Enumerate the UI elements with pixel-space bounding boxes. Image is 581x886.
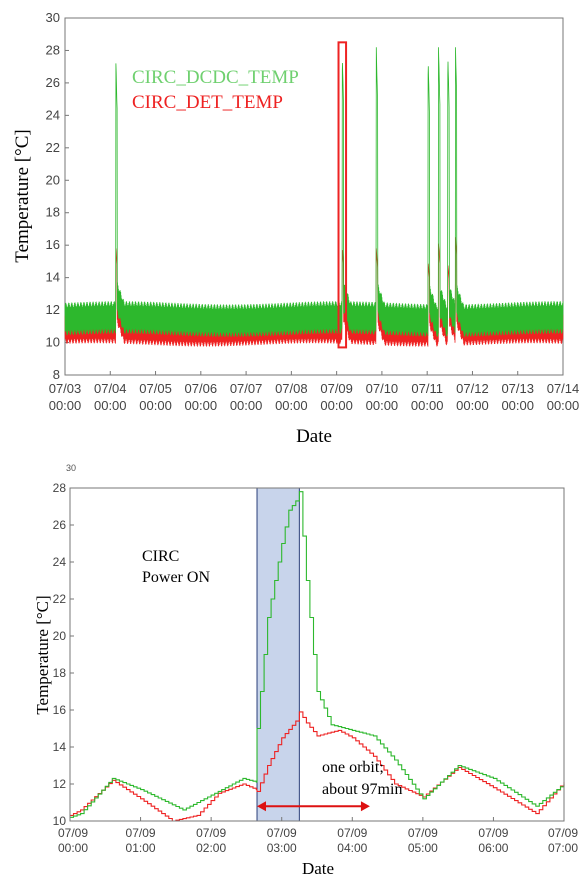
orbit-arrow-head-right: [360, 801, 370, 812]
cropped-tick-fragment: 30: [66, 463, 76, 473]
top-x-tick-label: 00:00: [185, 398, 218, 413]
orbit-arrow: [257, 801, 370, 812]
bottom-x-tick-label: 05:00: [408, 841, 438, 855]
top-x-tick-label: 00:00: [320, 398, 353, 413]
bottom-y-tick-label: 22: [53, 592, 67, 606]
top-x-tick-label: 00:00: [275, 398, 308, 413]
top-x-tick-label: 07/10: [366, 381, 399, 396]
bottom-y-tick-label: 20: [53, 629, 67, 643]
bottom-x-tick-label: 07/09: [548, 826, 578, 840]
top-y-tick-label: 16: [46, 237, 60, 252]
top-x-tick-label: 00:00: [501, 398, 534, 413]
top-x-tick-label: 00:00: [94, 398, 127, 413]
series-line-circ-dcdc-temp: [64, 47, 564, 337]
top-x-tick-label: 07/09: [320, 381, 353, 396]
series-line-circ-det-temp-zoom: [70, 711, 565, 822]
power-on-window: [256, 487, 300, 822]
top-y-tick-label: 28: [46, 42, 60, 57]
top-x-tick-label: 00:00: [547, 398, 580, 413]
bottom-plot-frame: [69, 487, 565, 822]
top-x-tick-label: 00:00: [411, 398, 444, 413]
series-line-circ-dcdc-temp-zoom: [70, 491, 565, 818]
top-plot-frame: [64, 17, 564, 376]
legend-circ-dcdc-temp: CIRC_DCDC_TEMP: [132, 67, 299, 88]
bottom-series: [70, 491, 565, 822]
bottom-y-tick-label: 28: [53, 481, 67, 495]
top-x-tick-label: 00:00: [456, 398, 489, 413]
bottom-y-tick-label: 26: [53, 518, 67, 532]
top-x-ticks: 07/03 00:00 07/04 00:00 07/05 00:00 07/06 00:00…: [49, 371, 580, 413]
top-y-tick-label: 26: [46, 75, 60, 90]
top-y-tick-label: 20: [46, 172, 60, 187]
top-x-axis-label: Date: [296, 426, 332, 447]
bottom-x-tick-label: 07/09: [478, 826, 508, 840]
top-x-tick-label: 00:00: [139, 398, 172, 413]
bottom-y-tick-label: 18: [53, 666, 67, 680]
top-y-tick-label: 8: [53, 367, 60, 382]
bottom-y-ticks: 10 12 14 16 18 20 22 24 26 28: [53, 481, 74, 828]
top-x-tick-label: 07/06: [185, 381, 218, 396]
bottom-y-tick-label: 14: [53, 740, 67, 754]
top-x-tick-label: 00:00: [230, 398, 263, 413]
bottom-x-tick-label: 07/09: [126, 826, 156, 840]
bottom-x-tick-label: 06:00: [478, 841, 508, 855]
top-y-tick-label: 12: [46, 302, 60, 317]
top-x-tick-label: 07/07: [230, 381, 263, 396]
bottom-y-tick-label: 24: [53, 555, 67, 569]
top-y-tick-label: 14: [46, 270, 60, 285]
top-y-tick-label: 10: [46, 335, 60, 350]
top-x-tick-label: 07/13: [501, 381, 534, 396]
bottom-x-axis-label: Date: [302, 859, 334, 878]
top-y-tick-label: 30: [46, 10, 60, 25]
bottom-x-tick-label: 02:00: [196, 841, 226, 855]
top-y-ticks: 8 10 12 14 16 18 20 22 24 26 28 30: [46, 10, 69, 382]
top-y-tick-label: 24: [46, 107, 60, 122]
bottom-x-tick-label: 07/09: [408, 826, 438, 840]
bottom-x-tick-label: 04:00: [337, 841, 367, 855]
power-label-line1: CIRC: [142, 548, 179, 565]
top-x-tick-label: 07/08: [275, 381, 308, 396]
orbit-label-line2: about 97min: [322, 781, 402, 798]
bottom-x-tick-label: 07/09: [58, 826, 88, 840]
bottom-x-tick-label: 07/09: [267, 826, 297, 840]
top-x-tick-label: 07/14: [547, 381, 580, 396]
bottom-y-tick-label: 12: [53, 777, 67, 791]
orbit-label-line1: one orbit;: [322, 759, 384, 776]
bottom-y-axis-label: Temperature [°C]: [33, 595, 52, 714]
bottom-y-tick-label: 10: [53, 814, 67, 828]
top-x-tick-label: 07/03: [49, 381, 82, 396]
top-series: [64, 47, 564, 347]
top-highlight-box: [337, 41, 348, 349]
top-y-tick-label: 22: [46, 140, 60, 155]
bottom-y-tick-label: 16: [53, 703, 67, 717]
bottom-x-tick-label: 01:00: [126, 841, 156, 855]
top-y-tick-label: 18: [46, 205, 60, 220]
bottom-x-tick-label: 00:00: [58, 841, 88, 855]
top-x-tick-label: 00:00: [49, 398, 82, 413]
top-y-axis-label: Temperature [°C]: [12, 129, 33, 262]
legend-circ-det-temp: CIRC_DET_TEMP: [132, 92, 283, 113]
top-x-tick-label: 07/04: [94, 381, 127, 396]
bottom-x-tick-label: 03:00: [267, 841, 297, 855]
bottom-x-tick-label: 07/09: [196, 826, 226, 840]
top-x-tick-label: 07/11: [411, 381, 443, 396]
bottom-x-tick-label: 07:00: [548, 841, 578, 855]
bottom-x-tick-label: 07/09: [337, 826, 367, 840]
power-label-line2: Power ON: [142, 569, 210, 586]
bottom-x-ticks: 07/0900:0007/0901:0007/0902:0007/0903:00…: [58, 817, 578, 855]
top-x-tick-label: 00:00: [366, 398, 399, 413]
top-x-tick-label: 07/12: [456, 381, 489, 396]
top-x-tick-label: 07/05: [139, 381, 172, 396]
orbit-arrow-head-left: [257, 801, 267, 812]
